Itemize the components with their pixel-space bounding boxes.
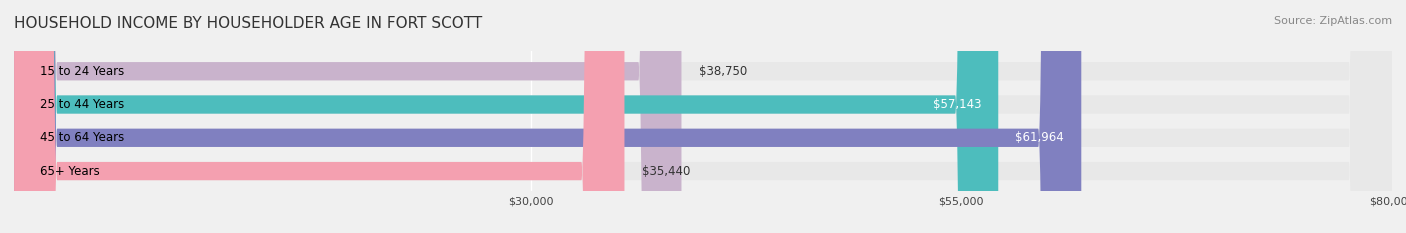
Text: Source: ZipAtlas.com: Source: ZipAtlas.com: [1274, 16, 1392, 26]
FancyBboxPatch shape: [14, 0, 1392, 233]
Text: 15 to 24 Years: 15 to 24 Years: [39, 65, 124, 78]
Text: $38,750: $38,750: [699, 65, 747, 78]
Text: 65+ Years: 65+ Years: [39, 164, 100, 178]
FancyBboxPatch shape: [14, 0, 1392, 233]
Text: $35,440: $35,440: [641, 164, 690, 178]
Text: $57,143: $57,143: [932, 98, 981, 111]
FancyBboxPatch shape: [14, 0, 682, 233]
Text: 25 to 44 Years: 25 to 44 Years: [39, 98, 124, 111]
FancyBboxPatch shape: [14, 0, 624, 233]
FancyBboxPatch shape: [14, 0, 998, 233]
Text: $61,964: $61,964: [1015, 131, 1064, 144]
FancyBboxPatch shape: [14, 0, 1392, 233]
Text: HOUSEHOLD INCOME BY HOUSEHOLDER AGE IN FORT SCOTT: HOUSEHOLD INCOME BY HOUSEHOLDER AGE IN F…: [14, 16, 482, 31]
FancyBboxPatch shape: [14, 0, 1392, 233]
Text: 45 to 64 Years: 45 to 64 Years: [39, 131, 124, 144]
FancyBboxPatch shape: [14, 0, 1081, 233]
